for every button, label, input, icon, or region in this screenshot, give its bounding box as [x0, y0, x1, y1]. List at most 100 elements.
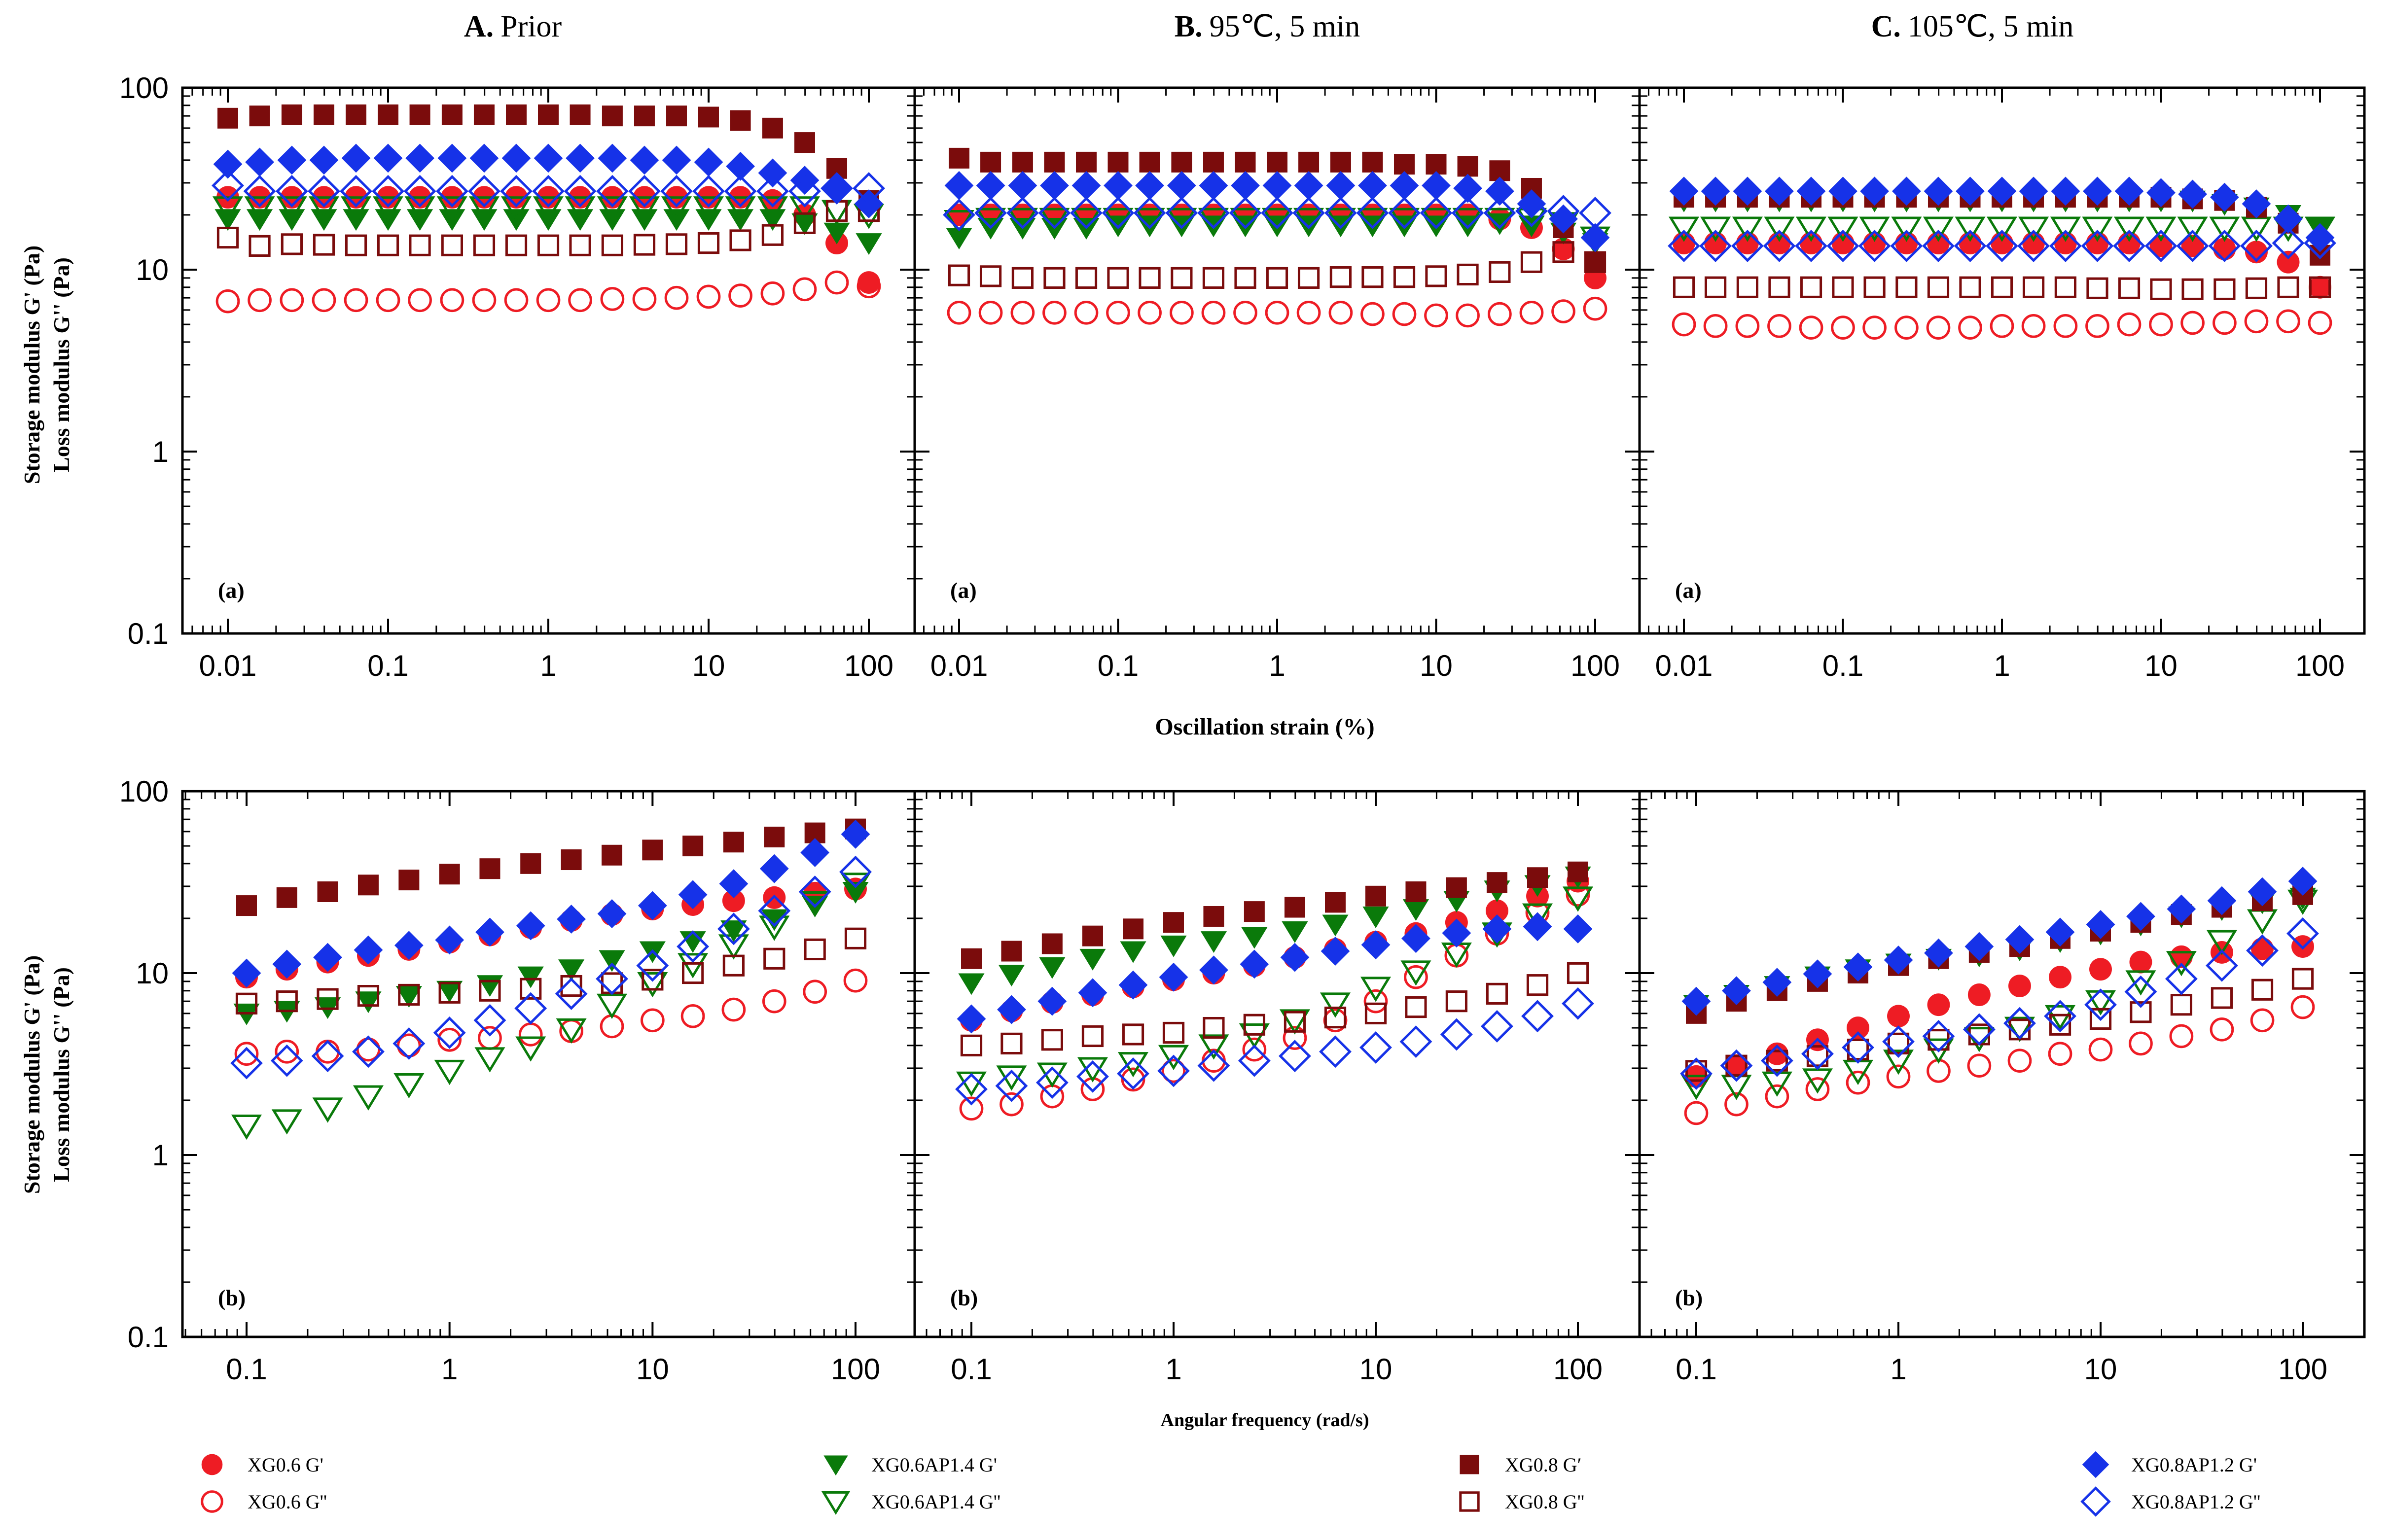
data-point-xg0-6-g- — [1927, 993, 1950, 1016]
data-point-xg0-8ap1-2-g- — [1165, 197, 1198, 229]
x-tick-label: 0.01 — [199, 649, 257, 682]
data-point-xg0-6ap1-4-g- — [276, 196, 307, 222]
data-point-xg0-6-g- — [2089, 958, 2112, 981]
data-point-xg0-8ap1-2-g- — [354, 935, 383, 965]
data-point-xg0-6ap1-4-g- — [2113, 216, 2145, 242]
x-tick-label: 0.1 — [951, 1353, 992, 1386]
data-point-xg0-8-g- — [960, 1034, 983, 1056]
data-point-xg0-8ap1-2-g- — [1356, 197, 1389, 229]
data-point-xg0-6ap1-4-g- — [500, 196, 532, 222]
data-point-xg0-6ap1-4-g- — [1079, 948, 1106, 971]
data-point-xg0-8ap1-2-g- — [1954, 229, 1987, 262]
data-point-xg0-8ap1-2-g- — [313, 943, 342, 972]
data-point-xg0-6ap1-4-g- — [1160, 935, 1187, 957]
data-point-xg0-6-g- — [1583, 296, 1607, 321]
data-point-xg0-8-g- — [1405, 996, 1427, 1018]
data-point-xg0-8-g- — [794, 132, 815, 153]
data-point-xg0-6ap1-4-g- — [718, 934, 749, 960]
data-point-xg0-6-g- — [344, 288, 368, 313]
data-point-xg0-8-g- — [216, 226, 239, 249]
data-point-xg0-8-g- — [520, 853, 541, 874]
x-tick-label: 1 — [1165, 1353, 1181, 1386]
data-point-xg0-8ap1-2-g- — [788, 175, 821, 208]
data-point-xg0-6-g- — [1106, 300, 1130, 325]
data-point-xg0-8ap1-2-g- — [468, 175, 500, 208]
data-point-xg0-6ap1-4-g- — [1320, 992, 1351, 1018]
data-point-xg0-8-g- — [561, 849, 582, 871]
data-point-xg0-8-g- — [2130, 1001, 2152, 1023]
data-point-xg0-8-g- — [1107, 151, 1129, 173]
data-point-xg0-6ap1-4-g- — [434, 1059, 465, 1085]
data-point-xg0-6-g- — [1202, 1049, 1226, 1073]
data-point-xg0-8-g- — [764, 826, 785, 847]
data-point-xg0-6-g- — [2008, 975, 2031, 998]
data-point-xg0-6-g- — [1894, 315, 1919, 340]
data-point-xg0-8ap1-2-g- — [1884, 945, 1913, 975]
data-point-xg0-8-g- — [1768, 276, 1790, 298]
data-point-xg0-8ap1-2-g- — [821, 172, 853, 205]
data-point-xg0-8ap1-2-g- — [1765, 176, 1794, 206]
data-point-xg0-8ap1-2-g- — [2049, 229, 2082, 262]
data-point-xg0-8ap1-2-g- — [726, 151, 755, 181]
data-point-xg0-6-g- — [215, 289, 240, 314]
data-point-xg0-6ap1-4-g- — [395, 986, 422, 1008]
data-point-xg0-8-g- — [479, 858, 500, 879]
x-tick-label: 1 — [441, 1353, 458, 1386]
x-tick-label: 100 — [831, 1353, 880, 1386]
data-point-xg0-6ap1-4-g- — [1039, 957, 1066, 979]
data-point-xg0-8-g- — [357, 985, 380, 1007]
data-point-xg0-8-g- — [538, 104, 559, 125]
data-point-xg0-8-g- — [520, 978, 542, 1000]
data-point-xg0-6ap1-4-g- — [1282, 921, 1308, 943]
data-point-xg0-6ap1-4-g- — [761, 909, 787, 931]
x-tick-label: 0.1 — [1822, 649, 1863, 682]
data-point-xg0-8ap1-2-g- — [1008, 171, 1037, 200]
data-point-xg0-8-g- — [1139, 267, 1161, 289]
data-point-xg0-6ap1-4-g- — [725, 196, 756, 222]
data-point-xg0-8ap1-2-g- — [1795, 229, 1827, 262]
data-point-xg0-8-g- — [249, 235, 271, 257]
data-point-xg0-8-g- — [441, 104, 463, 125]
data-point-xg0-8ap1-2-g- — [1549, 204, 1578, 234]
data-point-xg0-6ap1-4-g- — [312, 1097, 343, 1123]
x-tick-label: 100 — [1553, 1353, 1603, 1386]
x-axis-label-frequency: Angular frequency (rad/s) — [1161, 1410, 1369, 1431]
data-point-xg0-8ap1-2-g- — [976, 171, 1005, 200]
data-point-xg0-8ap1-2-g- — [2274, 204, 2303, 234]
x-tick-label: 1 — [1890, 1353, 1906, 1386]
data-point-xg0-6-g- — [1360, 302, 1385, 326]
x-tick-label: 0.01 — [930, 649, 988, 682]
legend-item-xg0-6ap1-4-g-: XG0.6AP1.4 G'' — [821, 1491, 1000, 1515]
data-point-xg0-8-g- — [1959, 276, 1981, 298]
data-point-xg0-8ap1-2-g- — [2208, 229, 2241, 262]
data-point-xg0-8ap1-2-g- — [1858, 229, 1891, 262]
data-point-xg0-6-g- — [1672, 312, 1696, 337]
data-point-xg0-8ap1-2-g- — [340, 175, 372, 208]
data-point-xg0-8ap1-2-g- — [1579, 197, 1611, 229]
data-point-xg0-8-g- — [2211, 987, 2233, 1009]
data-point-xg0-6ap1-4-g- — [1802, 1068, 1833, 1094]
data-point-xg0-8-g- — [979, 265, 1002, 287]
data-point-xg0-8-g- — [1235, 151, 1256, 173]
data-point-xg0-8ap1-2-g- — [759, 854, 789, 883]
data-point-xg0-8-g- — [1329, 266, 1352, 288]
data-point-xg0-6ap1-4-g- — [565, 196, 596, 222]
data-point-xg0-6ap1-4-g- — [244, 196, 275, 222]
data-point-xg0-8ap1-2-g- — [1167, 171, 1196, 200]
data-point-xg0-8ap1-2-g- — [1292, 197, 1325, 229]
data-point-xg0-6ap1-4-g- — [757, 196, 788, 222]
legend-label: XG0.8 G'' — [1505, 1491, 1584, 1513]
data-point-xg0-8ap1-2-g- — [2206, 949, 2238, 982]
data-point-xg0-8-g- — [1863, 276, 1886, 298]
data-point-xg0-8-g- — [2213, 278, 2236, 300]
panel-tag: (a) — [218, 578, 245, 603]
data-point-xg0-6ap1-4-g- — [791, 213, 818, 235]
data-point-xg0-8ap1-2-g- — [1843, 952, 1873, 982]
data-point-xg0-8ap1-2-g- — [532, 175, 565, 208]
panel-b-col-a: 0.1 1 10 100 0.1 1 10 100 (b) — [119, 775, 916, 1386]
data-point-xg0-6-g- — [1967, 983, 1991, 1006]
data-point-xg0-6ap1-4-g- — [1764, 216, 1795, 242]
data-point-xg0-8-g- — [1203, 151, 1224, 173]
data-point-xg0-6-g- — [2149, 312, 2173, 337]
